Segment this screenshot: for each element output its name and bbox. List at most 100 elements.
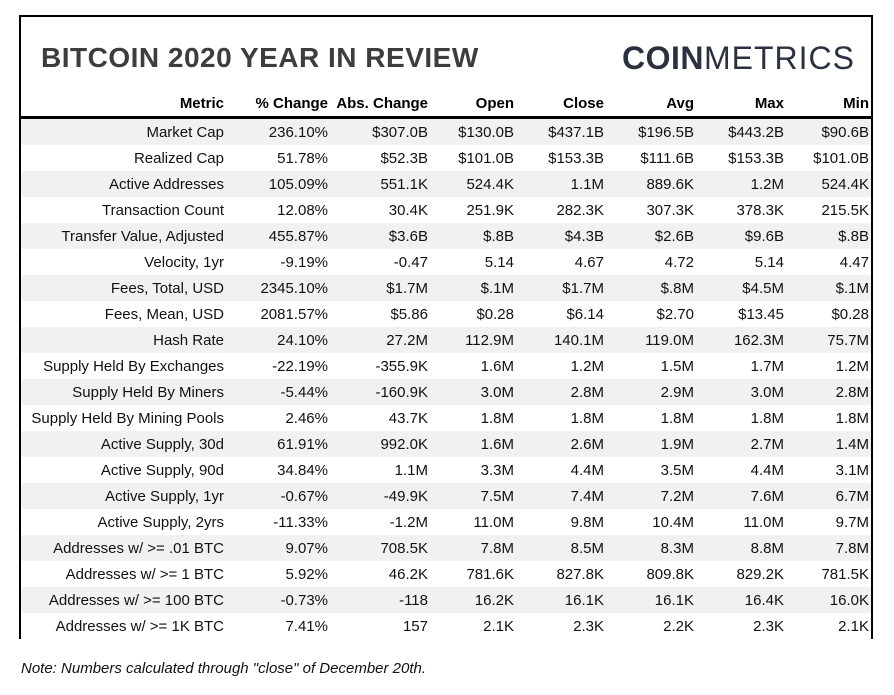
cell-pct-change: -0.73% bbox=[280, 591, 328, 609]
table-row: Hash Rate 24.10% 27.2M 112.9M 140.1M 119.0M 16… bbox=[21, 327, 871, 353]
table-row: Supply Held By Exchanges -22.19% -355.9K 1.… bbox=[21, 353, 871, 379]
table-row: Transaction Count 12.08% 30.4K 251.9K 282.3K… bbox=[21, 197, 871, 223]
cell-metric: Supply Held By Mining Pools bbox=[31, 409, 224, 427]
review-card: BITCOIN 2020 YEAR IN REVIEW COINMETRICS … bbox=[19, 15, 873, 639]
cell-metric: Velocity, 1yr bbox=[144, 253, 224, 271]
cell-value: $13.45 bbox=[738, 305, 784, 323]
cell-value: $0.28 bbox=[831, 305, 869, 323]
table-row: Active Supply, 2yrs -11.33% -1.2M 11.0M 9.8M… bbox=[21, 509, 871, 535]
cell-value: $153.3B bbox=[728, 149, 784, 167]
cell-value: 307.3K bbox=[646, 201, 694, 219]
logo-text-bold: COIN bbox=[622, 39, 704, 76]
cell-value: 2.3K bbox=[753, 617, 784, 635]
cell-value: 378.3K bbox=[736, 201, 784, 219]
cell-value: 10.4M bbox=[652, 513, 694, 531]
table-row: Active Supply, 30d 61.91% 992.0K 1.6M 2.6M 1.… bbox=[21, 431, 871, 457]
cell-value: 809.8K bbox=[646, 565, 694, 583]
column-header: Max bbox=[696, 93, 786, 119]
column-header: Open bbox=[430, 93, 516, 119]
cell-value: 7.2M bbox=[660, 487, 694, 505]
cell-value: 7.8M bbox=[480, 539, 514, 557]
cell-value: $153.3B bbox=[548, 149, 604, 167]
cell-value: $130.0B bbox=[458, 123, 514, 141]
cell-value: 2.7M bbox=[750, 435, 784, 453]
cell-value: 75.7M bbox=[827, 331, 869, 349]
cell-value: 4.72 bbox=[664, 253, 694, 271]
cell-value: 781.6K bbox=[466, 565, 514, 583]
cell-pct-change: -0.67% bbox=[280, 487, 328, 505]
cell-metric: Addresses w/ >= 100 BTC bbox=[48, 591, 224, 609]
cell-value: $52.3B bbox=[380, 149, 428, 167]
cell-metric: Market Cap bbox=[146, 123, 224, 141]
footnote: Note: Numbers calculated through "close"… bbox=[21, 660, 427, 677]
cell-value: 162.3M bbox=[733, 331, 784, 349]
cell-value: $101.0B bbox=[813, 149, 869, 167]
cell-value: 157 bbox=[402, 617, 428, 635]
column-header: Abs. Change bbox=[330, 93, 430, 119]
cell-metric: Active Addresses bbox=[108, 175, 224, 193]
cell-pct-change: 2345.10% bbox=[260, 279, 328, 297]
metrics-table-header: Metric% Change Abs. Change Open Close Avg Max… bbox=[21, 93, 871, 119]
table-row: Supply Held By Miners -5.44% -160.9K 3.0M 2.… bbox=[21, 379, 871, 405]
cell-value: 282.3K bbox=[556, 201, 604, 219]
cell-value: 1.9M bbox=[660, 435, 694, 453]
cell-value: 16.1K bbox=[564, 591, 604, 609]
cell-pct-change: -5.44% bbox=[280, 383, 328, 401]
cell-value: 2.2K bbox=[663, 617, 694, 635]
cell-pct-change: 9.07% bbox=[285, 539, 328, 557]
column-header: Min bbox=[786, 93, 871, 119]
cell-metric: Fees, Mean, USD bbox=[104, 305, 224, 323]
cell-pct-change: -22.19% bbox=[272, 357, 328, 375]
cell-metric: Active Supply, 30d bbox=[100, 435, 224, 453]
cell-metric: Addresses w/ >= 1 BTC bbox=[65, 565, 224, 583]
cell-value: $.1M bbox=[835, 279, 869, 297]
table-row: Addresses w/ >= 1K BTC 7.41% 157 2.1K 2.3K 2.… bbox=[21, 613, 871, 639]
cell-value: 708.5K bbox=[380, 539, 428, 557]
cell-value: 1.8M bbox=[570, 409, 604, 427]
logo-text-light: METRICS bbox=[704, 39, 855, 76]
cell-value: 6.7M bbox=[835, 487, 869, 505]
cell-value: 3.1M bbox=[835, 461, 869, 479]
cell-value: 140.1M bbox=[553, 331, 604, 349]
table-row: Addresses w/ >= 1 BTC 5.92% 46.2K 781.6K 827… bbox=[21, 561, 871, 587]
cell-value: 4.67 bbox=[574, 253, 604, 271]
cell-value: $90.6B bbox=[821, 123, 869, 141]
cell-value: 215.5K bbox=[821, 201, 869, 219]
cell-value: 7.8M bbox=[835, 539, 869, 557]
cell-value: $.8B bbox=[838, 227, 869, 245]
cell-value: $4.5M bbox=[742, 279, 784, 297]
cell-value: 4.47 bbox=[839, 253, 869, 271]
cell-value: $111.6B bbox=[640, 149, 694, 167]
cell-value: 16.4K bbox=[744, 591, 784, 609]
cell-value: $1.7M bbox=[386, 279, 428, 297]
cell-value: $2.6B bbox=[654, 227, 694, 245]
cell-value: -118 bbox=[399, 591, 428, 609]
cell-value: 251.9K bbox=[466, 201, 514, 219]
cell-pct-change: -11.33% bbox=[273, 513, 328, 531]
cell-pct-change: 61.91% bbox=[277, 435, 328, 453]
column-header: Metric bbox=[21, 93, 226, 119]
cell-pct-change: 2.46% bbox=[285, 409, 328, 427]
cell-value: -0.47 bbox=[393, 253, 428, 271]
table-row: Realized Cap 51.78% $52.3B $101.0B $153.3B $1… bbox=[21, 145, 871, 171]
cell-value: -160.9K bbox=[375, 383, 428, 401]
card-header: BITCOIN 2020 YEAR IN REVIEW COINMETRICS bbox=[21, 17, 871, 93]
cell-value: 1.5M bbox=[660, 357, 694, 375]
table-row: Addresses w/ >= 100 BTC -0.73% -118 16.2K 16… bbox=[21, 587, 871, 613]
cell-value: $443.2B bbox=[728, 123, 784, 141]
metrics-table-body: Market Cap 236.10% $307.0B $130.0B $437.1B $1… bbox=[21, 117, 871, 639]
cell-value: $.8B bbox=[483, 227, 514, 245]
coinmetrics-logo: COINMETRICS bbox=[622, 40, 855, 77]
cell-value: $2.70 bbox=[656, 305, 694, 323]
cell-value: 2.6M bbox=[570, 435, 604, 453]
cell-metric: Supply Held By Exchanges bbox=[43, 357, 224, 375]
cell-value: 1.1M bbox=[570, 175, 604, 193]
cell-value: 1.8M bbox=[660, 409, 694, 427]
cell-value: $437.1B bbox=[548, 123, 604, 141]
cell-pct-change: 455.87% bbox=[268, 227, 328, 245]
cell-value: $0.28 bbox=[476, 305, 514, 323]
cell-value: 9.8M bbox=[570, 513, 604, 531]
cell-value: 2.8M bbox=[835, 383, 869, 401]
cell-pct-change: 2081.57% bbox=[260, 305, 328, 323]
